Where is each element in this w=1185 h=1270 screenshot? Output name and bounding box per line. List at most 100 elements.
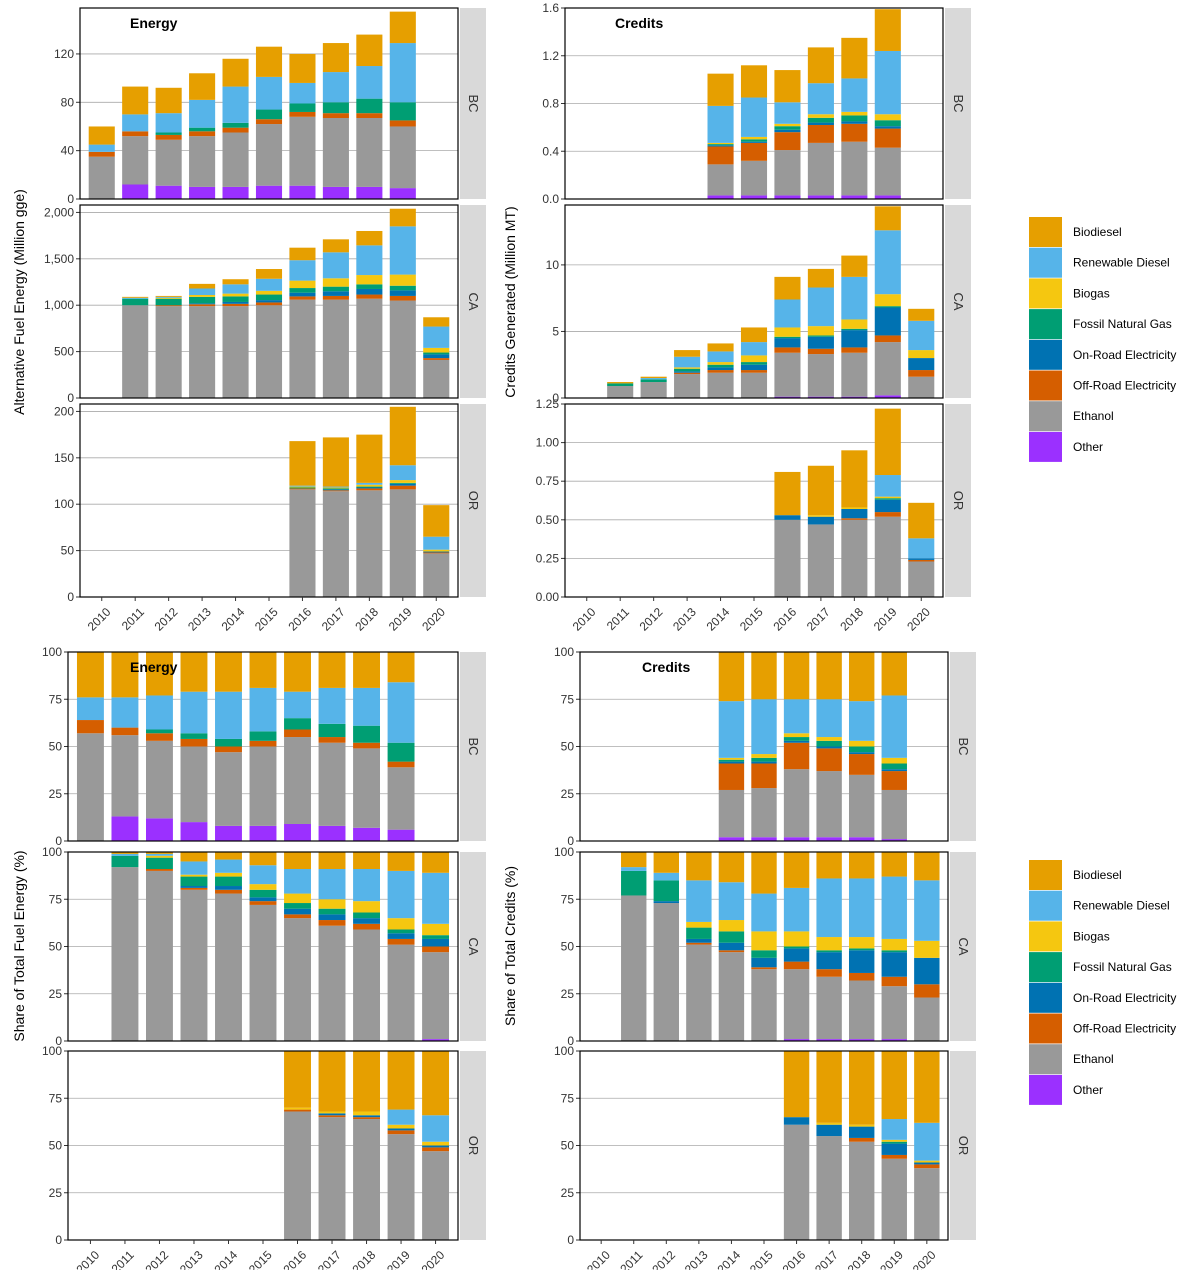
- bar-fossil-natural-gas-2016: [783, 737, 810, 741]
- bar-biogas-2020: [422, 923, 450, 936]
- panel-energy-bc-0: 0 40 80 120 BC Energy: [54, 7, 486, 206]
- y-tick-label: 100: [554, 845, 574, 859]
- y-tick-label: 0: [567, 1034, 574, 1048]
- legend-swatch: [1029, 860, 1062, 890]
- bar-renewable-diesel-2017: [322, 252, 349, 279]
- panel-ca-4: 0 5 10 CA: [546, 204, 971, 405]
- bar-on-road-electricity-2015: [751, 761, 777, 764]
- bar-biogas-2020: [423, 549, 450, 552]
- bar-fossil-natural-gas-2016: [289, 103, 316, 112]
- legend-swatch: [1029, 921, 1062, 952]
- bar-off-road-electricity-2017: [318, 1115, 346, 1118]
- bar-fossil-natural-gas-2012: [155, 132, 182, 135]
- bar-biogas-2014: [215, 872, 242, 877]
- bar-ethanol-2012: [146, 870, 173, 1041]
- bar-renewable-diesel-2012: [155, 113, 182, 133]
- bar-biodiesel-2019: [387, 652, 415, 683]
- panel-border: [67, 651, 459, 842]
- bar-fossil-natural-gas-2016: [774, 336, 801, 339]
- facet-strip: [460, 852, 486, 1041]
- bar-biodiesel-2019: [387, 852, 415, 871]
- bar-fossil-natural-gas-2017: [318, 908, 346, 915]
- y-axis-label-credits: Credits Generated (Million MT): [502, 206, 518, 397]
- bar-other-2018: [356, 186, 383, 199]
- x-tick-label-2016: 2016: [281, 1248, 310, 1270]
- bar-renewable-diesel-2016: [783, 699, 810, 734]
- bar-fossil-natural-gas-2018: [848, 746, 875, 753]
- bar-off-road-electricity-2014: [707, 146, 734, 165]
- bar-biogas-2018: [841, 507, 868, 509]
- y-tick-label: 0: [552, 391, 559, 405]
- bar-ethanol-2018: [848, 980, 875, 1040]
- bar-ethanol-2018: [848, 1141, 875, 1240]
- bar-renewable-diesel-2020: [422, 872, 450, 924]
- bar-on-road-electricity-2017: [322, 291, 349, 296]
- bar-other-2017: [322, 186, 349, 199]
- bar-other-2012: [155, 185, 182, 199]
- bar-ethanol-2014: [718, 789, 745, 838]
- bar-off-road-electricity-2017: [322, 295, 349, 300]
- bar-renewable-diesel-2012: [146, 695, 173, 730]
- bar-other-2014: [215, 825, 242, 841]
- bar-fossil-natural-gas-2014: [707, 144, 734, 146]
- bar-biogas-2017: [807, 114, 834, 118]
- x-tick-label-2015: 2015: [747, 1248, 776, 1270]
- bar-fossil-natural-gas-2020: [423, 352, 450, 355]
- bar-biodiesel-2015: [255, 269, 283, 279]
- bar-biodiesel-2011: [111, 852, 139, 854]
- y-tick-label: 75: [49, 892, 63, 906]
- y-tick-label: 1,500: [44, 252, 74, 266]
- bar-biodiesel-2019: [874, 408, 901, 476]
- bar-off-road-electricity-2018: [353, 923, 380, 930]
- bar-biodiesel-2017: [318, 652, 346, 688]
- legend-label: Ethanol: [1073, 409, 1114, 423]
- bar-biodiesel-2018: [848, 852, 875, 879]
- bar-ethanol-2018: [841, 352, 868, 397]
- bar-fossil-natural-gas-2015: [751, 757, 777, 762]
- bar-ethanol-2012: [653, 903, 680, 1041]
- bar-ethanol-2014: [222, 306, 249, 398]
- x-tick-label-2011: 2011: [109, 1248, 137, 1270]
- bar-biogas-2014: [718, 920, 745, 932]
- bar-ethanol-2016: [774, 150, 801, 196]
- bar-fossil-natural-gas-2016: [284, 903, 311, 909]
- bar-on-road-electricity-2016: [774, 515, 801, 520]
- y-tick-label: 0.0: [542, 192, 559, 206]
- bar-on-road-electricity-2017: [318, 1113, 346, 1116]
- x-tick-label-2016: 2016: [285, 605, 314, 634]
- bar-off-road-electricity-2019: [387, 1130, 415, 1135]
- bar-off-road-electricity-2018: [848, 1137, 875, 1142]
- bar-ethanol-2017: [807, 524, 834, 597]
- x-tick-label-2016: 2016: [780, 1248, 809, 1270]
- x-tick-label-2020: 2020: [419, 605, 448, 634]
- legend-swatch: [1029, 339, 1062, 370]
- y-axis-label-energy: Alternative Fuel Energy (Million gge): [11, 189, 27, 415]
- legend-label: Off-Road Electricity: [1073, 379, 1176, 393]
- bar-off-road-electricity-2017: [816, 969, 842, 977]
- y-tick-label: 25: [561, 787, 575, 801]
- y-tick-label: 80: [61, 95, 75, 109]
- bar-ethanol-2016: [289, 489, 316, 597]
- facet-strip: [945, 404, 971, 597]
- bar-renewable-diesel-2017: [816, 699, 842, 738]
- y-tick-label: 500: [54, 345, 74, 359]
- facet-strip-label: OR: [956, 1136, 971, 1156]
- bar-off-road-electricity-2013: [180, 887, 208, 890]
- bar-off-road-electricity-2015: [255, 302, 283, 306]
- bar-on-road-electricity-2016: [289, 292, 316, 297]
- x-tick-label-2020: 2020: [910, 1248, 939, 1270]
- bar-biodiesel-2015: [751, 852, 777, 894]
- bar-ethanol-2017: [807, 142, 834, 196]
- bar-renewable-diesel-2013: [189, 99, 216, 128]
- bar-off-road-electricity-2010: [88, 151, 115, 157]
- bar-ethanol-2020: [423, 553, 450, 597]
- bar-fossil-natural-gas-2013: [686, 927, 712, 939]
- bar-on-road-electricity-2017: [807, 122, 834, 125]
- bar-biogas-2016: [289, 280, 316, 289]
- legend-label: Ethanol: [1073, 1052, 1114, 1066]
- bar-biodiesel-2018: [353, 652, 380, 688]
- bar-on-road-electricity-2014: [222, 301, 249, 304]
- legend-swatch: [1029, 1044, 1062, 1075]
- bar-biogas-2020: [914, 940, 940, 958]
